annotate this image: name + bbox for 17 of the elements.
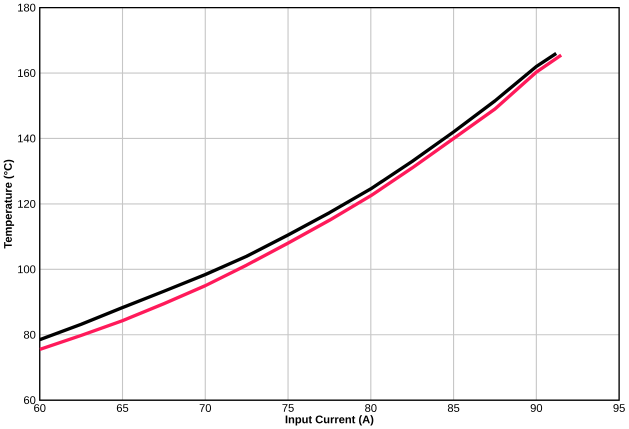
x-tick-label: 95 (613, 404, 625, 412)
x-tick-label: 85 (448, 404, 460, 412)
x-tick-label: 70 (200, 404, 212, 412)
y-tick-label: 100 (18, 265, 36, 274)
x-tick-label: 60 (34, 404, 46, 412)
y-tick-label: 180 (18, 4, 36, 12)
y-tick-label: 80 (24, 330, 36, 339)
x-tick-label: 65 (116, 404, 128, 412)
x-tick-label: 80 (365, 404, 377, 412)
y-tick-label: 140 (18, 134, 36, 142)
y-tick-label: 160 (18, 69, 36, 77)
y-tick-label: 120 (18, 200, 36, 208)
y-axis-title: Temperature (°C) (4, 160, 14, 248)
x-tick-label: 90 (530, 404, 542, 412)
y-tick-label: 60 (24, 396, 36, 404)
x-tick-label: 75 (282, 404, 294, 412)
x-axis-title: Input Current (A) (286, 415, 374, 426)
